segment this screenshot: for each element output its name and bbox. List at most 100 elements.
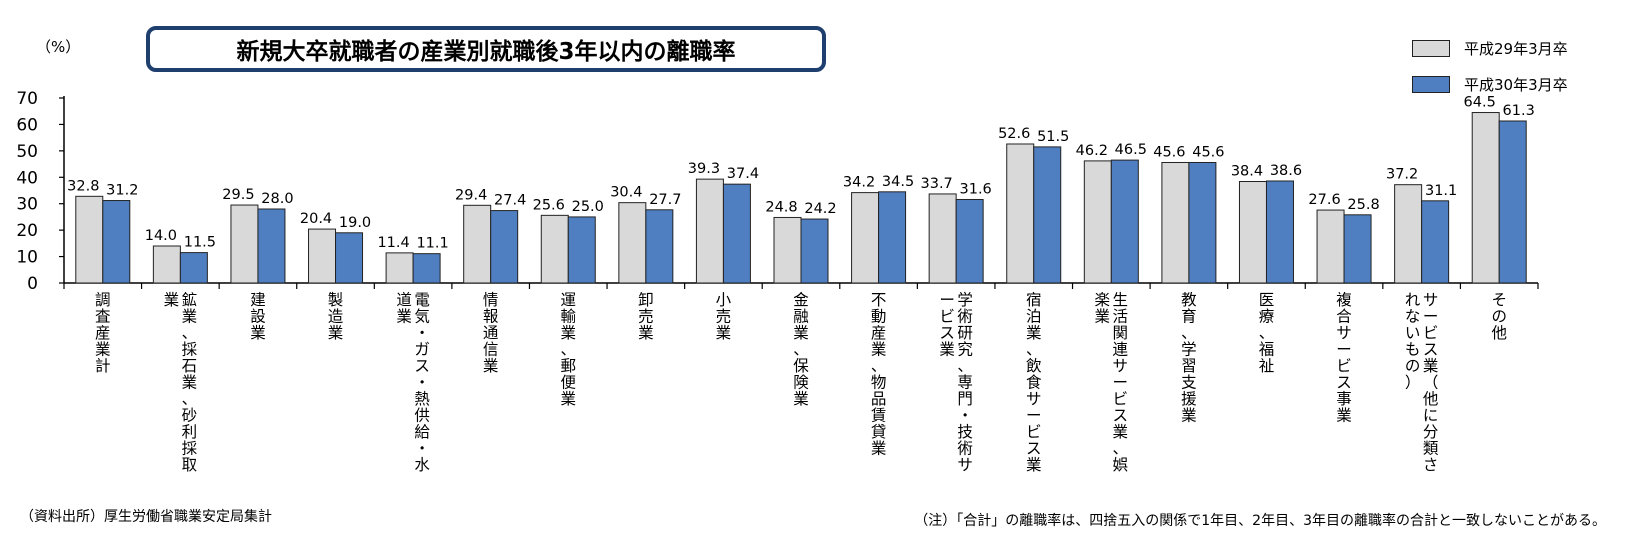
category-label-char: 建 xyxy=(250,291,266,309)
category-label-char: 業 xyxy=(638,324,654,342)
legend-item-2017: 平成29年3月卒 xyxy=(1412,30,1568,66)
category-label-char: 業 xyxy=(793,390,809,408)
value-label-h30: 24.2 xyxy=(804,201,836,217)
category-label-char: 連 xyxy=(1113,341,1129,359)
category-label-char: ・ xyxy=(957,407,973,425)
category-label-char: ス xyxy=(1423,341,1439,359)
value-label-h30: 31.6 xyxy=(960,181,992,197)
bar-h29 xyxy=(1083,160,1112,284)
category-label-char: 調 xyxy=(95,291,111,309)
category-label-char: ス xyxy=(1336,374,1352,392)
bar-h29 xyxy=(928,193,957,284)
bar-h30 xyxy=(490,210,519,284)
legend-label-2018: 平成30年3月卒 xyxy=(1464,75,1568,94)
value-label-h29: 24.8 xyxy=(765,199,797,215)
category-label-char: ー xyxy=(939,291,955,309)
category-label-char: 飲 xyxy=(1026,357,1042,375)
category-label-char: サ xyxy=(1336,324,1352,342)
category-label-char: ー xyxy=(1423,308,1439,326)
category-label-char: 療 xyxy=(1259,308,1275,326)
category-label-char: ビ xyxy=(939,308,955,326)
category-label-char: 事 xyxy=(1336,390,1352,408)
category-label-char: 採 xyxy=(182,341,198,359)
y-tick-label: 40 xyxy=(16,168,38,188)
category-label-char: 業 xyxy=(716,324,732,342)
bar-h29 xyxy=(1006,143,1035,284)
category-label-char: 術 xyxy=(957,308,973,326)
bar-h29 xyxy=(618,202,647,284)
category-label-char: 複 xyxy=(1336,291,1352,309)
category-label-char: 業 xyxy=(164,291,180,309)
category-label-char: そ xyxy=(1491,291,1507,309)
bar-h29 xyxy=(695,178,724,284)
category-label-char: ー xyxy=(1026,407,1042,425)
category-label-char: 、 xyxy=(871,357,887,375)
category-label-char: 育 xyxy=(1181,308,1197,326)
category-label-char: 専 xyxy=(957,374,973,392)
category-label-char: 業 xyxy=(182,308,198,326)
category-label-char: ス xyxy=(1113,407,1129,425)
category-label-char: 、 xyxy=(957,357,973,375)
value-label-h30: 37.4 xyxy=(727,166,759,182)
bar-h29 xyxy=(1161,161,1190,284)
category-label-char: 造 xyxy=(328,308,344,326)
value-label-h29: 33.7 xyxy=(921,176,953,192)
category-label-char: 水 xyxy=(414,456,430,474)
category-label-char: 学 xyxy=(1181,341,1197,359)
category-label-char: 業 xyxy=(1026,456,1042,474)
bar-h30 xyxy=(1421,200,1450,284)
category-label-char: 泊 xyxy=(1026,308,1042,326)
value-label-h30: 27.7 xyxy=(649,192,681,208)
bar-h30 xyxy=(1033,146,1062,284)
category-label-char: 信 xyxy=(483,341,499,359)
y-tick-label: 0 xyxy=(27,274,38,294)
category-label-char: ス xyxy=(414,357,430,375)
category-label-char: さ xyxy=(1423,456,1439,474)
category-label-char: 熱 xyxy=(414,390,430,408)
value-label-h30: 11.5 xyxy=(184,235,216,251)
category-label-char: 険 xyxy=(793,374,809,392)
category-label-char: 業 xyxy=(1113,423,1129,441)
category-label-char: 砂 xyxy=(182,407,198,425)
category-label-char: 運 xyxy=(561,291,577,309)
category-label-char: 利 xyxy=(182,423,198,441)
bar-h30 xyxy=(257,208,286,284)
category-label-char: 物 xyxy=(871,374,887,392)
category-label-char: 合 xyxy=(1336,308,1352,326)
category-label-char: 供 xyxy=(414,407,430,425)
category-label-char: 福 xyxy=(1259,341,1275,359)
bar-h29 xyxy=(773,216,802,284)
source-note: （資料出所）厚生労働省職業安定局集計 xyxy=(20,509,272,525)
category-label-char: 採 xyxy=(182,440,198,458)
category-label-char: 業 xyxy=(1181,407,1197,425)
value-label-h29: 46.2 xyxy=(1076,143,1108,159)
category-label-char: 通 xyxy=(483,324,499,342)
category-label-char: ビ xyxy=(1423,324,1439,342)
y-tick-label: 70 xyxy=(16,89,38,109)
category-label-char: 製 xyxy=(328,291,344,309)
legend-label-2017: 平成29年3月卒 xyxy=(1464,39,1568,58)
category-label-char: 業 xyxy=(250,324,266,342)
bar-h30 xyxy=(102,200,131,284)
value-label-h30: 25.0 xyxy=(572,199,604,215)
bar-h29 xyxy=(75,195,104,284)
category-label-char: 鉱 xyxy=(182,291,198,309)
value-label-h29: 30.4 xyxy=(610,185,642,201)
bar-h30 xyxy=(955,198,984,284)
value-label-h29: 32.8 xyxy=(67,178,99,194)
category-label-char: ガ xyxy=(414,341,430,359)
category-label-char: サ xyxy=(1026,390,1042,408)
category-label-char: 、 xyxy=(793,341,809,359)
category-label-char: サ xyxy=(1113,357,1129,375)
value-label-h29: 14.0 xyxy=(145,228,177,244)
category-label-char: 生 xyxy=(1113,291,1129,309)
value-label-h30: 19.0 xyxy=(339,215,371,231)
category-label-char: な xyxy=(1405,308,1421,326)
category-label-char: 、 xyxy=(182,324,198,342)
category-label-char: 業 xyxy=(871,440,887,458)
category-label-char: 業 xyxy=(182,374,198,392)
bar-h30 xyxy=(1110,159,1139,284)
category-label-char: ビ xyxy=(1026,423,1042,441)
category-label-char: 売 xyxy=(638,308,654,326)
bar-h30 xyxy=(179,252,208,284)
